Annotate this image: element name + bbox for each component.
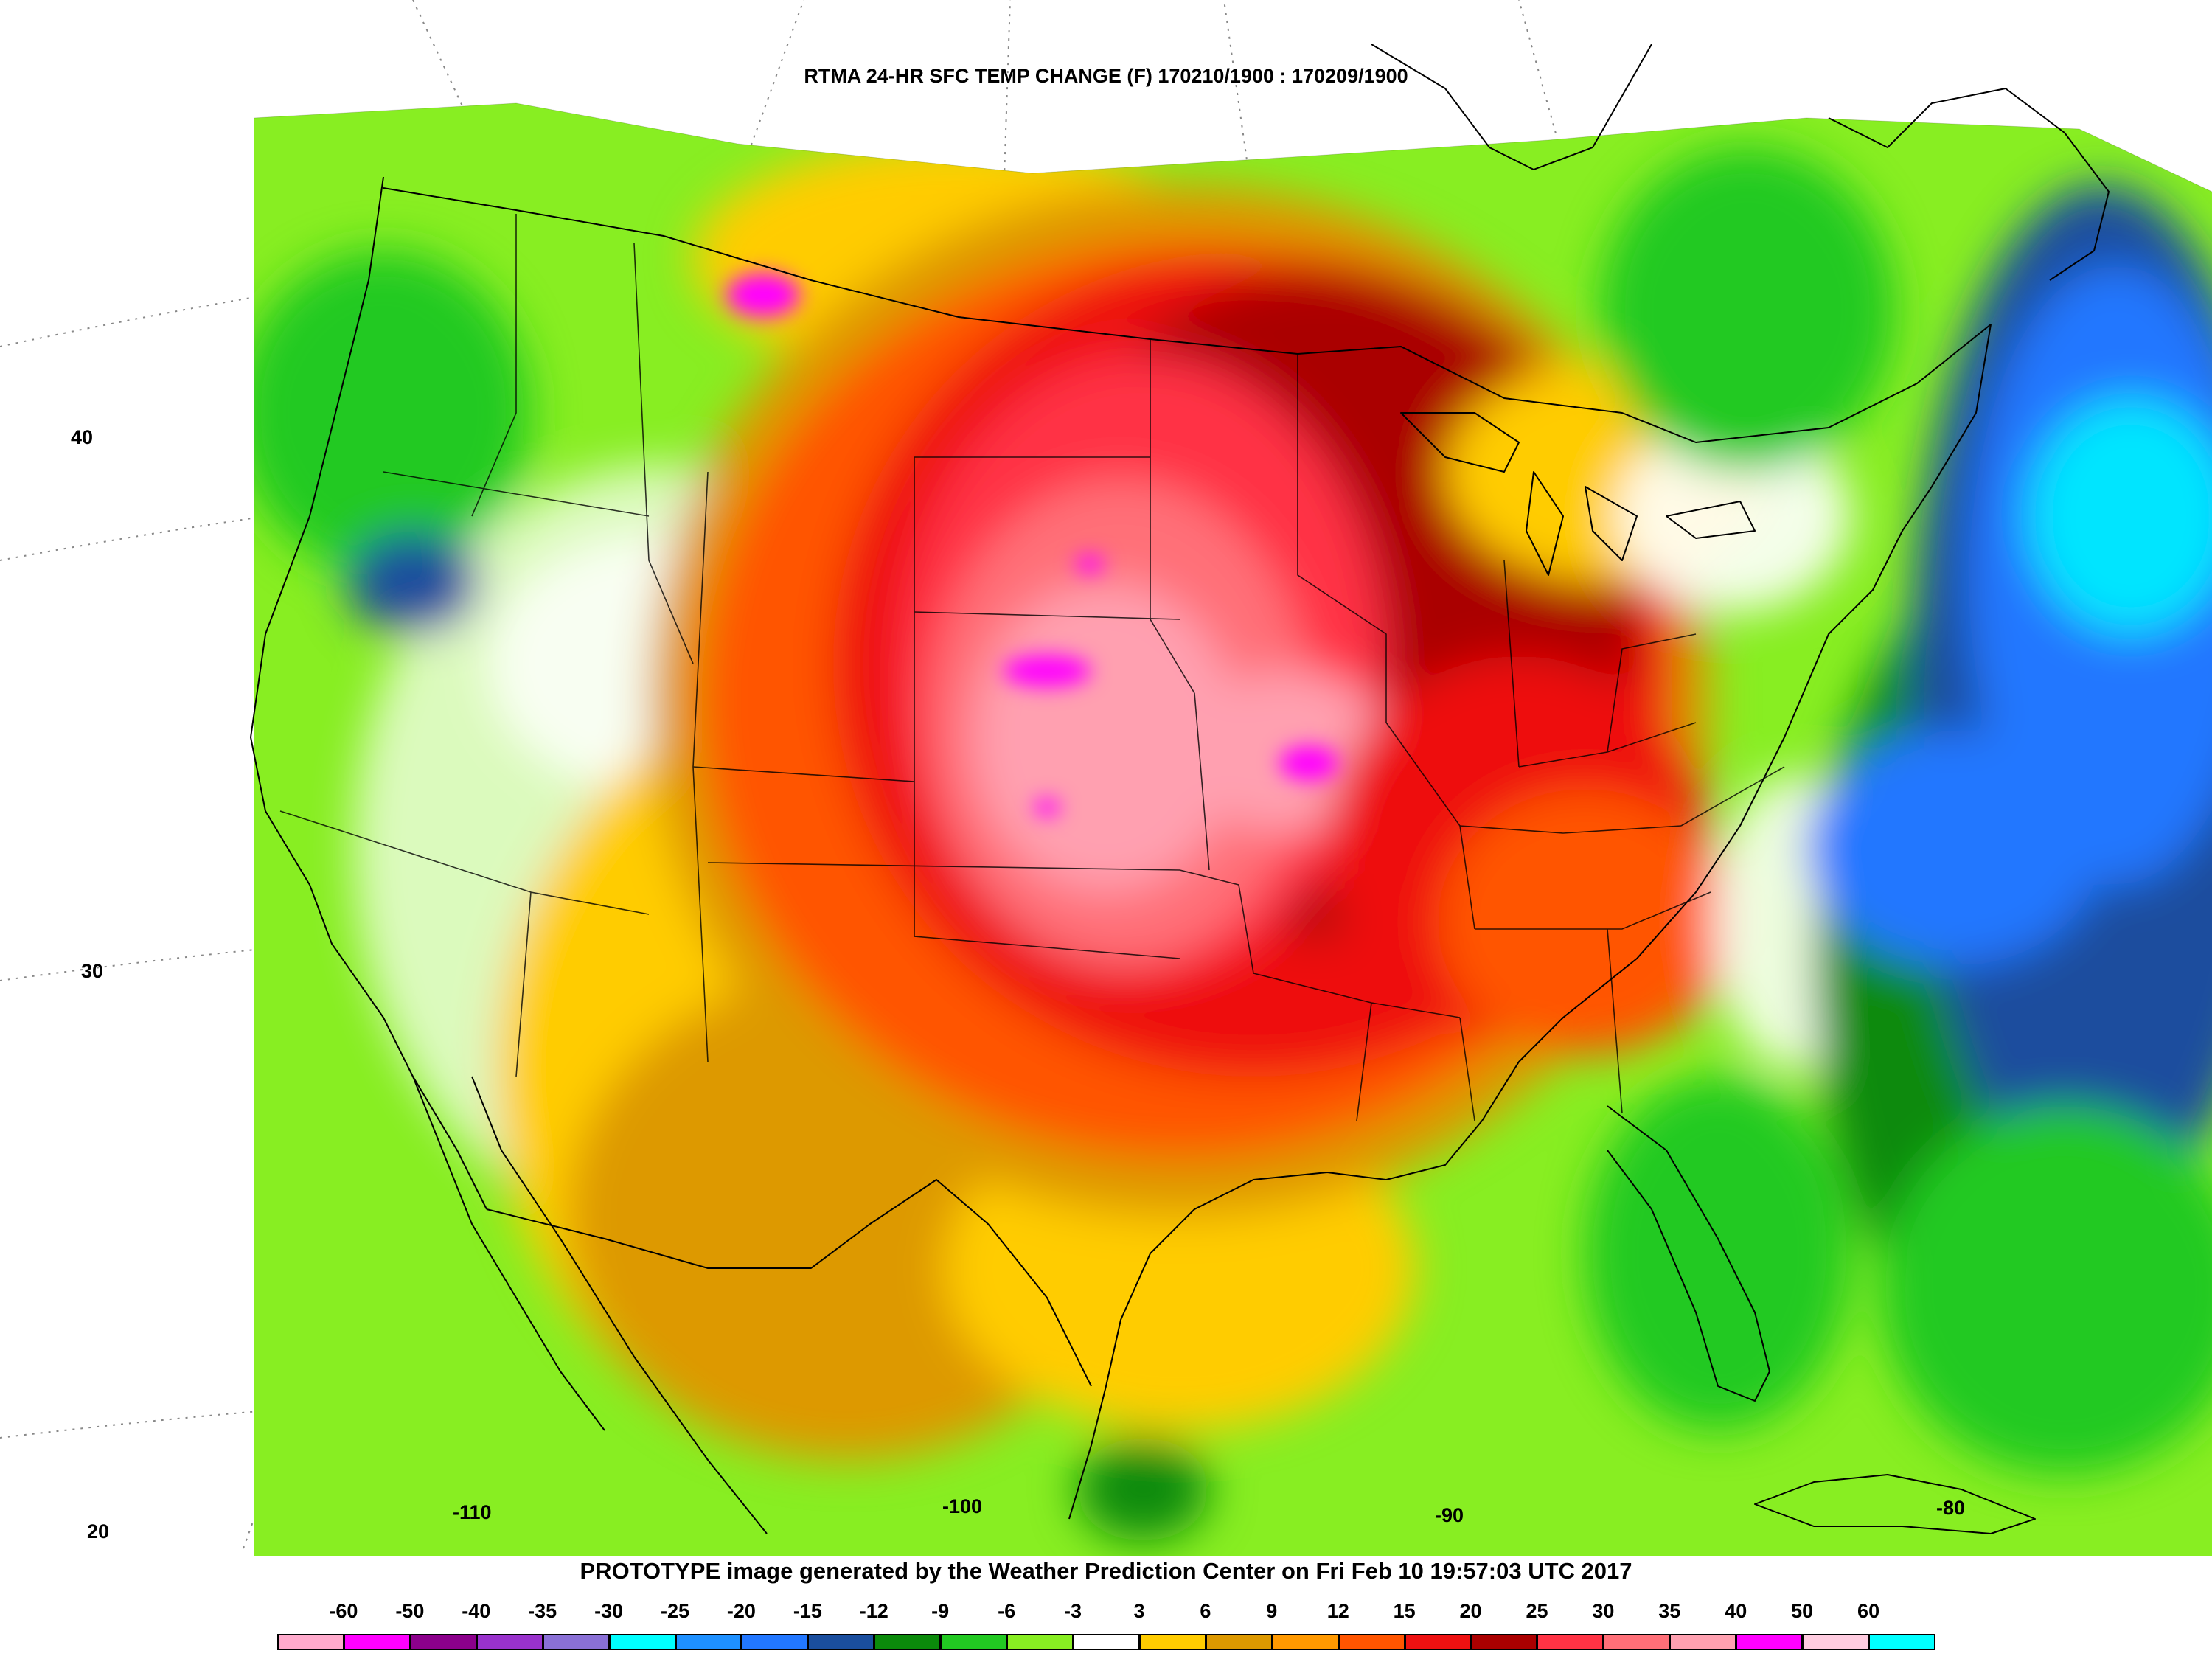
legend-label: -6 xyxy=(998,1600,1016,1622)
legend-swatch xyxy=(1073,1634,1140,1650)
legend-swatch xyxy=(1736,1634,1804,1650)
longitude-label-100: -100 xyxy=(942,1495,983,1517)
legend-label: -15 xyxy=(793,1600,822,1622)
legend-swatch xyxy=(1205,1634,1273,1650)
atlantic-coastline xyxy=(1481,324,1992,1121)
legend-label: -25 xyxy=(661,1600,690,1622)
legend-swatch xyxy=(874,1634,942,1650)
legend-swatch xyxy=(1470,1634,1538,1650)
legend-swatch xyxy=(1138,1634,1206,1650)
us-canada-border xyxy=(383,187,1992,443)
longitude-label-80: -80 xyxy=(1936,1497,1966,1519)
footer-credit: PROTOTYPE image generated by the Weather… xyxy=(580,1558,1632,1584)
cuba-outline xyxy=(1754,1474,2036,1534)
legend-label: 15 xyxy=(1393,1600,1416,1622)
legend-label: 20 xyxy=(1459,1600,1482,1622)
legend-label: 60 xyxy=(1857,1600,1880,1622)
legend-swatch xyxy=(277,1634,344,1650)
latitude-label-20: 20 xyxy=(87,1520,110,1543)
canada-east-outline xyxy=(1828,88,2110,281)
legend-swatch xyxy=(741,1634,809,1650)
longitude-label-90: -90 xyxy=(1435,1504,1464,1526)
legend-swatch xyxy=(1006,1634,1074,1650)
legend-swatch xyxy=(1338,1634,1405,1650)
latitude-label-40: 40 xyxy=(71,426,94,448)
legend-swatch xyxy=(608,1634,676,1650)
florida-coastline xyxy=(1607,1105,1770,1402)
legend-swatch xyxy=(542,1634,610,1650)
longitude-label-110: -110 xyxy=(453,1501,492,1523)
legend-label: -9 xyxy=(931,1600,950,1622)
legend-swatch xyxy=(1802,1634,1870,1650)
legend-label: -50 xyxy=(395,1600,425,1622)
legend-swatch xyxy=(343,1634,411,1650)
baja-coastline xyxy=(412,1076,605,1431)
latitude-label-30: 30 xyxy=(81,960,104,982)
legend-label: -3 xyxy=(1064,1600,1082,1622)
legend-swatch xyxy=(807,1634,875,1650)
legend-swatch xyxy=(1271,1634,1339,1650)
legend-label: 6 xyxy=(1200,1600,1211,1622)
legend-label: -20 xyxy=(726,1600,756,1622)
map-title: RTMA 24-HR SFC TEMP CHANGE (F) 170210/19… xyxy=(804,65,1408,87)
gulf-coastline xyxy=(1068,1120,1483,1520)
legend-swatch xyxy=(409,1634,477,1650)
legend-swatch xyxy=(675,1634,742,1650)
legend-label: 9 xyxy=(1266,1600,1278,1622)
legend-swatch xyxy=(476,1634,543,1650)
hudson-bay-outline xyxy=(1371,44,1652,170)
legend-swatch xyxy=(1603,1634,1671,1650)
legend-swatch xyxy=(1669,1634,1737,1650)
legend-swatch xyxy=(1537,1634,1604,1650)
legend-label: 50 xyxy=(1791,1600,1814,1622)
legend-swatch xyxy=(1404,1634,1472,1650)
boundary-lines xyxy=(250,44,2110,1534)
legend-label: -35 xyxy=(528,1600,557,1622)
legend-label: 30 xyxy=(1592,1600,1615,1622)
mexico-west-coast xyxy=(471,1076,768,1534)
us-mexico-border xyxy=(486,1179,1092,1387)
legend-label: 12 xyxy=(1326,1600,1349,1622)
legend-swatch xyxy=(940,1634,1008,1650)
legend-label: -12 xyxy=(859,1600,888,1622)
legend-label: 40 xyxy=(1725,1600,1747,1622)
legend-label: 25 xyxy=(1526,1600,1548,1622)
legend-label: -40 xyxy=(462,1600,491,1622)
domain-outline xyxy=(254,102,2212,192)
legend-label: -30 xyxy=(594,1600,624,1622)
state-lines xyxy=(279,214,1785,1121)
legend-label: -60 xyxy=(329,1600,358,1622)
color-legend: -60 -50 -40 -35 -30 -25 -20 -15 -12 -9 -6 -3 3 6 9 12 15… xyxy=(277,1600,1935,1653)
legend-label: 3 xyxy=(1133,1600,1145,1622)
legend-swatch xyxy=(1868,1634,1935,1650)
great-lakes-outline xyxy=(1400,412,1756,576)
legend-label: 35 xyxy=(1658,1600,1681,1622)
